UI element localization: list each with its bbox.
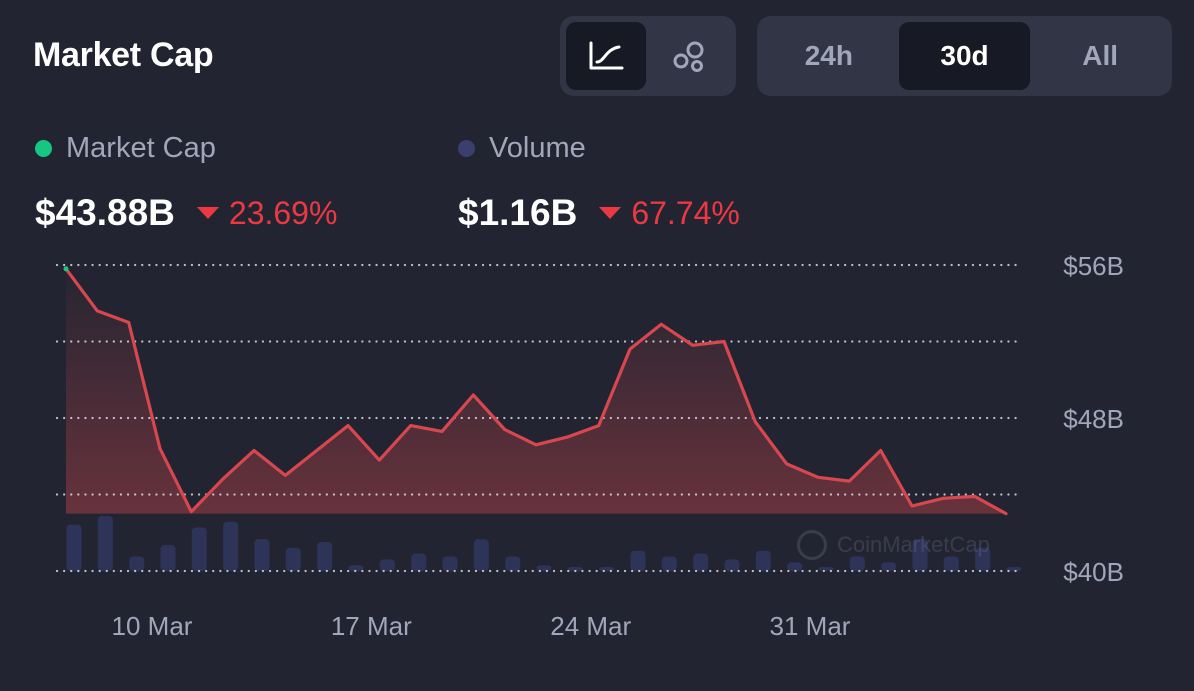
volume-bar bbox=[943, 556, 959, 571]
legend-volume[interactable]: Volume bbox=[458, 132, 586, 165]
bubble-chart-button[interactable] bbox=[650, 22, 730, 90]
start-point bbox=[63, 266, 69, 272]
market-cap-dot-icon bbox=[35, 140, 52, 157]
volume-bar bbox=[191, 527, 207, 571]
x-tick-label: 17 Mar bbox=[331, 611, 412, 641]
volume-bar bbox=[693, 553, 709, 571]
y-tick-label: $56B bbox=[1063, 251, 1124, 281]
market-cap-value: $43.88B bbox=[35, 192, 175, 233]
page-title: Market Cap bbox=[33, 36, 214, 74]
line-chart-button[interactable] bbox=[566, 22, 646, 90]
legend-market-cap-label: Market Cap bbox=[66, 132, 216, 164]
volume-bar bbox=[787, 562, 803, 571]
market-cap-area bbox=[66, 268, 1006, 514]
volume-bar bbox=[975, 547, 991, 571]
volume-bar bbox=[473, 539, 489, 571]
volume-bar bbox=[818, 567, 834, 571]
volume-bar bbox=[66, 524, 82, 571]
volume-bar bbox=[536, 565, 552, 571]
volume-bar bbox=[254, 539, 270, 571]
volume-value: $1.16B bbox=[458, 192, 578, 233]
market-cap-change: 23.69% bbox=[228, 194, 338, 231]
volume-bar bbox=[317, 542, 333, 571]
tab-all[interactable]: All bbox=[1082, 40, 1119, 71]
volume-bar bbox=[411, 553, 427, 571]
chart-type-switch bbox=[560, 16, 736, 96]
watermark-text: CoinMarketCap bbox=[837, 532, 990, 557]
volume-bar bbox=[755, 550, 771, 571]
volume-bar bbox=[567, 567, 583, 571]
volume-bar bbox=[505, 556, 521, 571]
bubbles-icon bbox=[673, 41, 704, 72]
x-tick-label: 10 Mar bbox=[112, 611, 193, 641]
tab-24h[interactable]: 24h bbox=[804, 40, 853, 71]
volume-bar bbox=[223, 521, 239, 571]
volume-bar bbox=[160, 544, 176, 571]
watermark: CoinMarketCap bbox=[797, 530, 990, 560]
market-cap-line bbox=[64, 267, 1008, 516]
tab-30d[interactable]: 30d bbox=[898, 22, 1031, 90]
volume-bar bbox=[97, 515, 113, 571]
volume-bar bbox=[661, 556, 677, 571]
volume-bar bbox=[881, 562, 897, 571]
volume-dot-icon bbox=[458, 140, 475, 157]
x-tick-label: 24 Mar bbox=[550, 611, 631, 641]
down-triangle-icon bbox=[196, 207, 219, 219]
market-cap-stat: $43.88B 23.69% bbox=[35, 192, 337, 234]
down-triangle-icon bbox=[599, 207, 622, 219]
volume-bar bbox=[129, 556, 145, 571]
volume-bar bbox=[849, 556, 865, 571]
volume-stat: $1.16B 67.74% bbox=[458, 192, 740, 234]
volume-bar bbox=[912, 539, 928, 571]
coinmarketcap-logo-icon bbox=[797, 530, 827, 560]
volume-bar bbox=[630, 550, 646, 571]
volume-bar bbox=[285, 547, 301, 571]
y-tick-label: $40B bbox=[1063, 557, 1124, 587]
x-tick-label: 31 Mar bbox=[770, 611, 851, 641]
y-tick-label: $48B bbox=[1063, 404, 1124, 434]
volume-bar bbox=[348, 565, 364, 571]
line-chart-icon bbox=[589, 41, 624, 70]
volume-bar bbox=[599, 567, 615, 571]
legend-volume-label: Volume bbox=[489, 132, 586, 164]
volume-bar bbox=[442, 556, 458, 571]
volume-bar bbox=[724, 559, 740, 571]
volume-bar bbox=[379, 559, 395, 571]
legend-market-cap[interactable]: Market Cap bbox=[35, 132, 216, 165]
volume-change: 67.74% bbox=[631, 194, 740, 231]
volume-bar bbox=[1006, 567, 1022, 571]
time-range-tabs: 24h 30d All bbox=[757, 16, 1172, 96]
